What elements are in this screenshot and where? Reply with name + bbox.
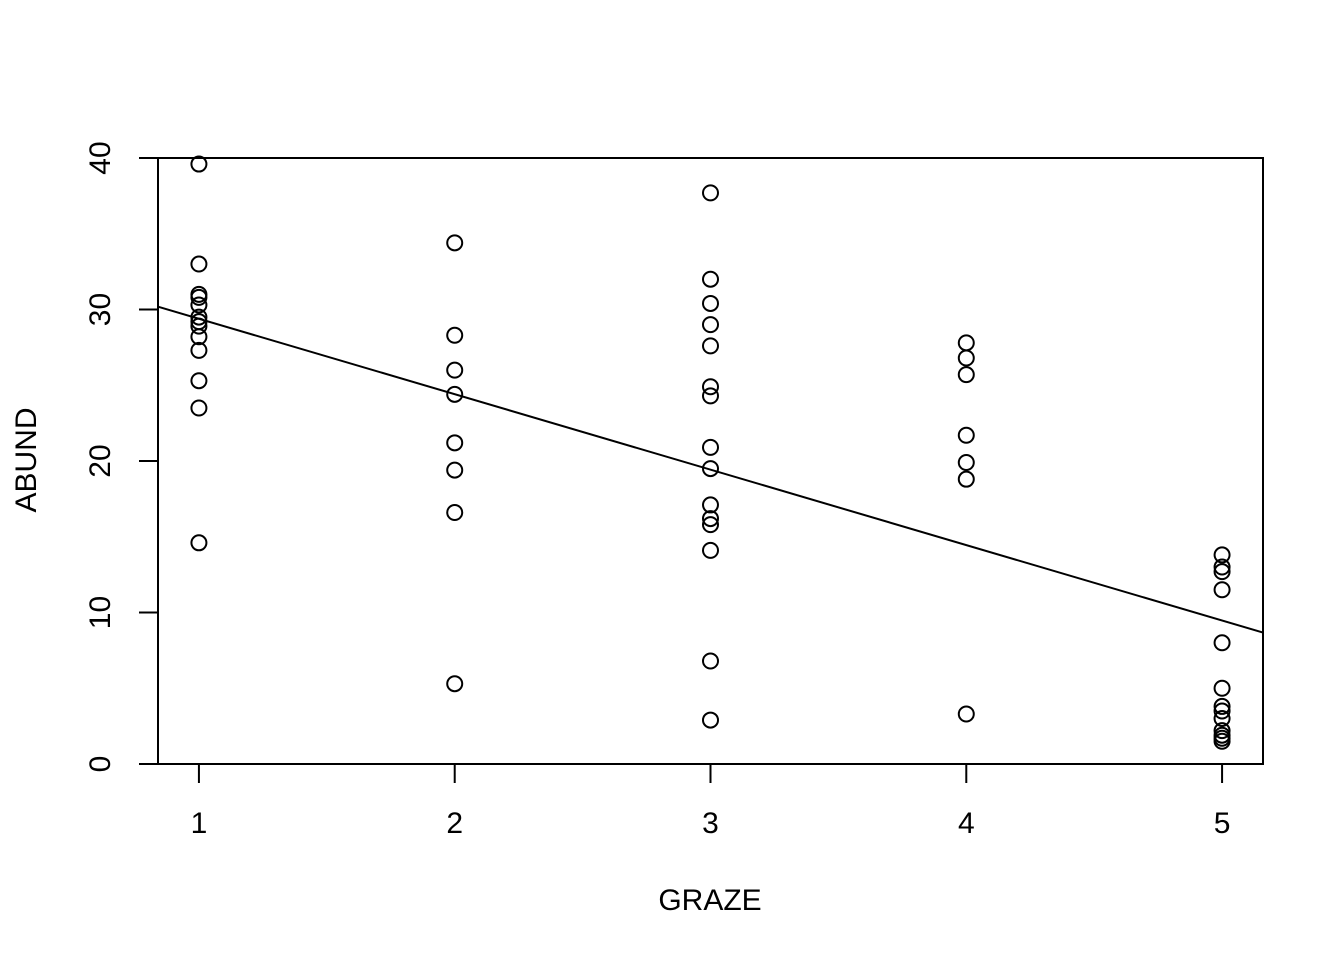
- axes-layer: 1 2 3 4 5 0 10 20 30 40: [84, 141, 1264, 840]
- data-point: [702, 541, 719, 559]
- data-point: [702, 516, 719, 534]
- data-point: [702, 652, 719, 670]
- regression-line: [157, 305, 1264, 634]
- data-point: [957, 470, 975, 488]
- data-point: [190, 255, 208, 273]
- data-point: [1213, 702, 1231, 720]
- data-point: [446, 504, 464, 522]
- data-point: [702, 438, 719, 456]
- data-point: [1213, 634, 1231, 652]
- data-point: [702, 316, 719, 334]
- data-point: [1213, 722, 1231, 740]
- data-point: [702, 496, 719, 514]
- points-layer: [190, 155, 1231, 750]
- data-point: [1213, 710, 1231, 728]
- fit-layer: [157, 305, 1264, 634]
- data-point: [446, 461, 464, 479]
- data-point: [446, 361, 464, 379]
- x-tick-label: 5: [1214, 807, 1231, 840]
- data-point: [190, 155, 208, 173]
- y-axis-title: ABUND: [10, 407, 43, 512]
- y-tick-label: 30: [84, 293, 117, 326]
- data-point: [702, 510, 719, 528]
- data-point: [446, 234, 464, 252]
- data-point: [1213, 732, 1231, 750]
- data-point: [1213, 679, 1231, 697]
- data-point: [1213, 558, 1231, 576]
- data-point: [190, 534, 208, 552]
- data-point: [190, 288, 208, 306]
- x-tick-label: 4: [958, 807, 975, 840]
- data-point: [702, 460, 719, 478]
- data-point: [190, 399, 208, 417]
- data-point: [446, 434, 464, 452]
- data-point: [957, 705, 975, 723]
- data-point: [957, 366, 975, 384]
- data-point: [702, 711, 719, 729]
- data-point: [957, 349, 975, 367]
- data-point: [702, 270, 719, 288]
- data-point: [702, 184, 719, 202]
- x-axis-title: GRAZE: [658, 884, 761, 917]
- x-tick-label: 1: [191, 807, 208, 840]
- y-tick-label: 10: [84, 596, 117, 629]
- data-point: [446, 675, 464, 693]
- data-point: [446, 326, 464, 344]
- x-tick-label: 2: [446, 807, 463, 840]
- data-point: [702, 387, 719, 405]
- data-point: [957, 426, 975, 444]
- data-point: [702, 337, 719, 355]
- data-point: [702, 294, 719, 312]
- data-point: [190, 372, 208, 390]
- y-tick-label: 0: [84, 756, 117, 773]
- data-point: [1213, 546, 1231, 564]
- data-point: [190, 328, 208, 346]
- data-point: [190, 341, 208, 359]
- data-point: [190, 296, 208, 314]
- data-point: [1213, 563, 1231, 581]
- data-point: [1213, 697, 1231, 715]
- x-tick-label: 3: [702, 807, 719, 840]
- data-point: [957, 454, 975, 472]
- y-tick-label: 20: [84, 444, 117, 477]
- data-point: [702, 378, 719, 396]
- data-point: [1213, 581, 1231, 599]
- y-tick-label: 40: [84, 141, 117, 174]
- data-point: [446, 385, 464, 403]
